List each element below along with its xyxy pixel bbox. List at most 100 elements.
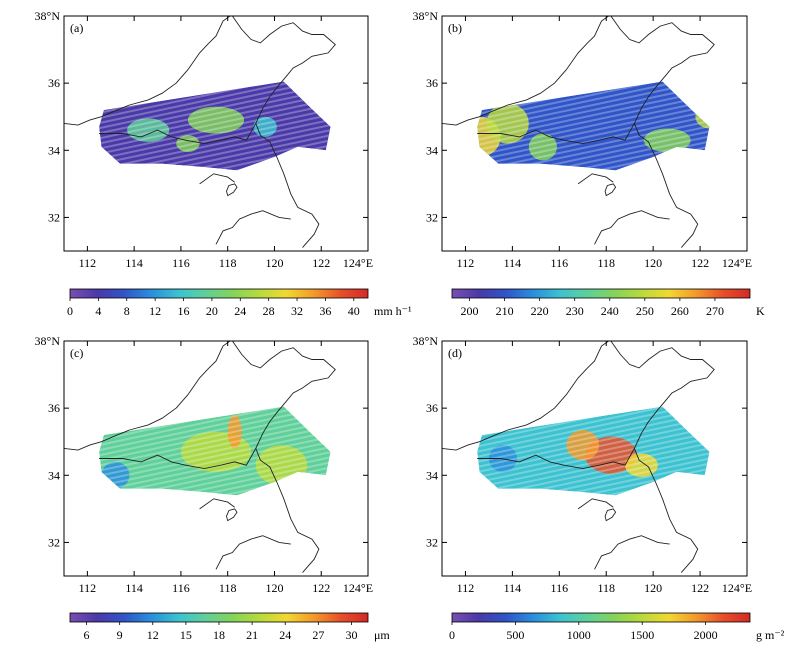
panel-label: (a) bbox=[70, 21, 83, 35]
colorbar-tick-label: 220 bbox=[531, 304, 549, 318]
coastline bbox=[594, 535, 670, 570]
xtick-label: 112 bbox=[457, 256, 475, 270]
lake-outline bbox=[226, 508, 238, 522]
coastline bbox=[63, 340, 231, 451]
colorbar-tick-label: 15 bbox=[180, 628, 192, 642]
xtick-label: 118 bbox=[597, 256, 615, 270]
coastline bbox=[594, 210, 670, 245]
xtick-label: 122 bbox=[312, 581, 330, 595]
xtick-label: 112 bbox=[79, 581, 97, 595]
xtick-label: 118 bbox=[219, 581, 237, 595]
colorbar-tick-label: 28 bbox=[263, 304, 275, 318]
panel-label: (b) bbox=[448, 21, 462, 35]
colorbar-unit: mm h⁻¹ bbox=[374, 304, 412, 318]
coastline bbox=[577, 498, 614, 510]
ytick-label: 32 bbox=[48, 210, 60, 224]
colorbar-tick-label: 12 bbox=[149, 304, 161, 318]
xtick-label: 118 bbox=[219, 256, 237, 270]
coastline bbox=[441, 15, 609, 126]
xtick-label: 116 bbox=[551, 581, 569, 595]
xtick-label: 120 bbox=[265, 581, 283, 595]
colorbar-tick-label: 12 bbox=[147, 628, 159, 642]
panel-label: (d) bbox=[448, 346, 462, 360]
coastline bbox=[577, 173, 614, 185]
coastline bbox=[232, 15, 336, 248]
ytick-label: 34 bbox=[48, 468, 60, 482]
swath-field bbox=[477, 81, 710, 171]
colorbar bbox=[451, 612, 751, 623]
ytick-label: 34 bbox=[426, 468, 438, 482]
ytick-label: 32 bbox=[426, 210, 438, 224]
xtick-label: 116 bbox=[172, 256, 190, 270]
coastline bbox=[199, 498, 235, 510]
xtick-label: 124°E bbox=[722, 581, 752, 595]
xtick-label: 122 bbox=[691, 581, 709, 595]
map-frame bbox=[63, 15, 369, 252]
colorbar-tick-label: 4 bbox=[95, 304, 101, 318]
panel-b: (b) 32 34 36 38°N 112 114 116 118 120 122 124°E 200 2… bbox=[413, 9, 765, 318]
coastline bbox=[610, 340, 715, 573]
xtick-label: 114 bbox=[504, 256, 522, 270]
ytick-label: 38°N bbox=[35, 9, 61, 23]
colorbar-tick-label: 16 bbox=[178, 304, 190, 318]
colorbar-tick-label: 40 bbox=[348, 304, 360, 318]
colorbar-tick-label: 21 bbox=[246, 628, 258, 642]
ytick-label: 34 bbox=[426, 143, 438, 157]
xtick-label: 112 bbox=[457, 581, 475, 595]
colorbar-tick-label: 1500 bbox=[630, 628, 654, 642]
coastline bbox=[477, 448, 635, 470]
colorbar-tick-label: 230 bbox=[566, 304, 584, 318]
colorbar bbox=[69, 288, 369, 299]
colorbar-tick-label: 24 bbox=[234, 304, 246, 318]
xtick-label: 114 bbox=[125, 256, 143, 270]
xtick-label: 124°E bbox=[722, 256, 752, 270]
xtick-label: 114 bbox=[504, 581, 522, 595]
colorbar-tick-label: 270 bbox=[706, 304, 724, 318]
panel-c: (c) 32 34 36 38°N 112 114 116 118 120 122 124°E 6 9 12… bbox=[35, 334, 391, 642]
xtick-label: 116 bbox=[551, 256, 569, 270]
colorbar-tick-label: 0 bbox=[67, 304, 73, 318]
xtick-label: 112 bbox=[79, 256, 97, 270]
colorbar-tick-label: 2000 bbox=[694, 628, 718, 642]
colorbar-tick-label: 32 bbox=[291, 304, 303, 318]
colorbar-unit: K bbox=[756, 304, 765, 318]
colorbar-tick-label: 260 bbox=[671, 304, 689, 318]
colorbar-tick-label: 200 bbox=[461, 304, 479, 318]
xtick-label: 120 bbox=[644, 256, 662, 270]
colorbar-unit: μm bbox=[374, 628, 390, 642]
map-frame bbox=[441, 15, 748, 252]
xtick-label: 124°E bbox=[343, 256, 373, 270]
lake-outline bbox=[604, 508, 617, 522]
colorbar bbox=[451, 288, 751, 299]
xtick-label: 114 bbox=[125, 581, 143, 595]
coastline bbox=[199, 173, 235, 185]
colorbar-tick-label: 18 bbox=[213, 628, 225, 642]
xtick-label: 124°E bbox=[343, 581, 373, 595]
coastline bbox=[441, 340, 609, 451]
ytick-label: 36 bbox=[48, 401, 60, 415]
colorbar-tick-label: 8 bbox=[124, 304, 130, 318]
ytick-label: 36 bbox=[48, 76, 60, 90]
ytick-label: 32 bbox=[426, 535, 438, 549]
ytick-label: 38°N bbox=[413, 9, 439, 23]
colorbar-tick-label: 9 bbox=[117, 628, 123, 642]
ytick-label: 36 bbox=[426, 76, 438, 90]
panel-label: (c) bbox=[70, 346, 83, 360]
colorbar-unit: g m⁻² bbox=[756, 628, 785, 642]
swath-field bbox=[477, 406, 710, 496]
xtick-label: 122 bbox=[691, 256, 709, 270]
colorbar-tick-label: 20 bbox=[206, 304, 218, 318]
colorbar-tick-label: 36 bbox=[319, 304, 331, 318]
coastline bbox=[232, 340, 336, 573]
ytick-label: 38°N bbox=[413, 334, 439, 348]
lake-outline bbox=[604, 183, 617, 197]
colorbar-tick-label: 27 bbox=[312, 628, 324, 642]
ytick-label: 34 bbox=[48, 143, 60, 157]
colorbar-tick-label: 6 bbox=[84, 628, 90, 642]
coastline bbox=[99, 448, 257, 470]
panel-d: (d) 32 34 36 38°N 112 114 116 118 120 122 124°E 0 500… bbox=[413, 334, 785, 642]
swath-field bbox=[99, 406, 331, 496]
coastline bbox=[63, 15, 231, 126]
colorbar-tick-label: 24 bbox=[279, 628, 291, 642]
